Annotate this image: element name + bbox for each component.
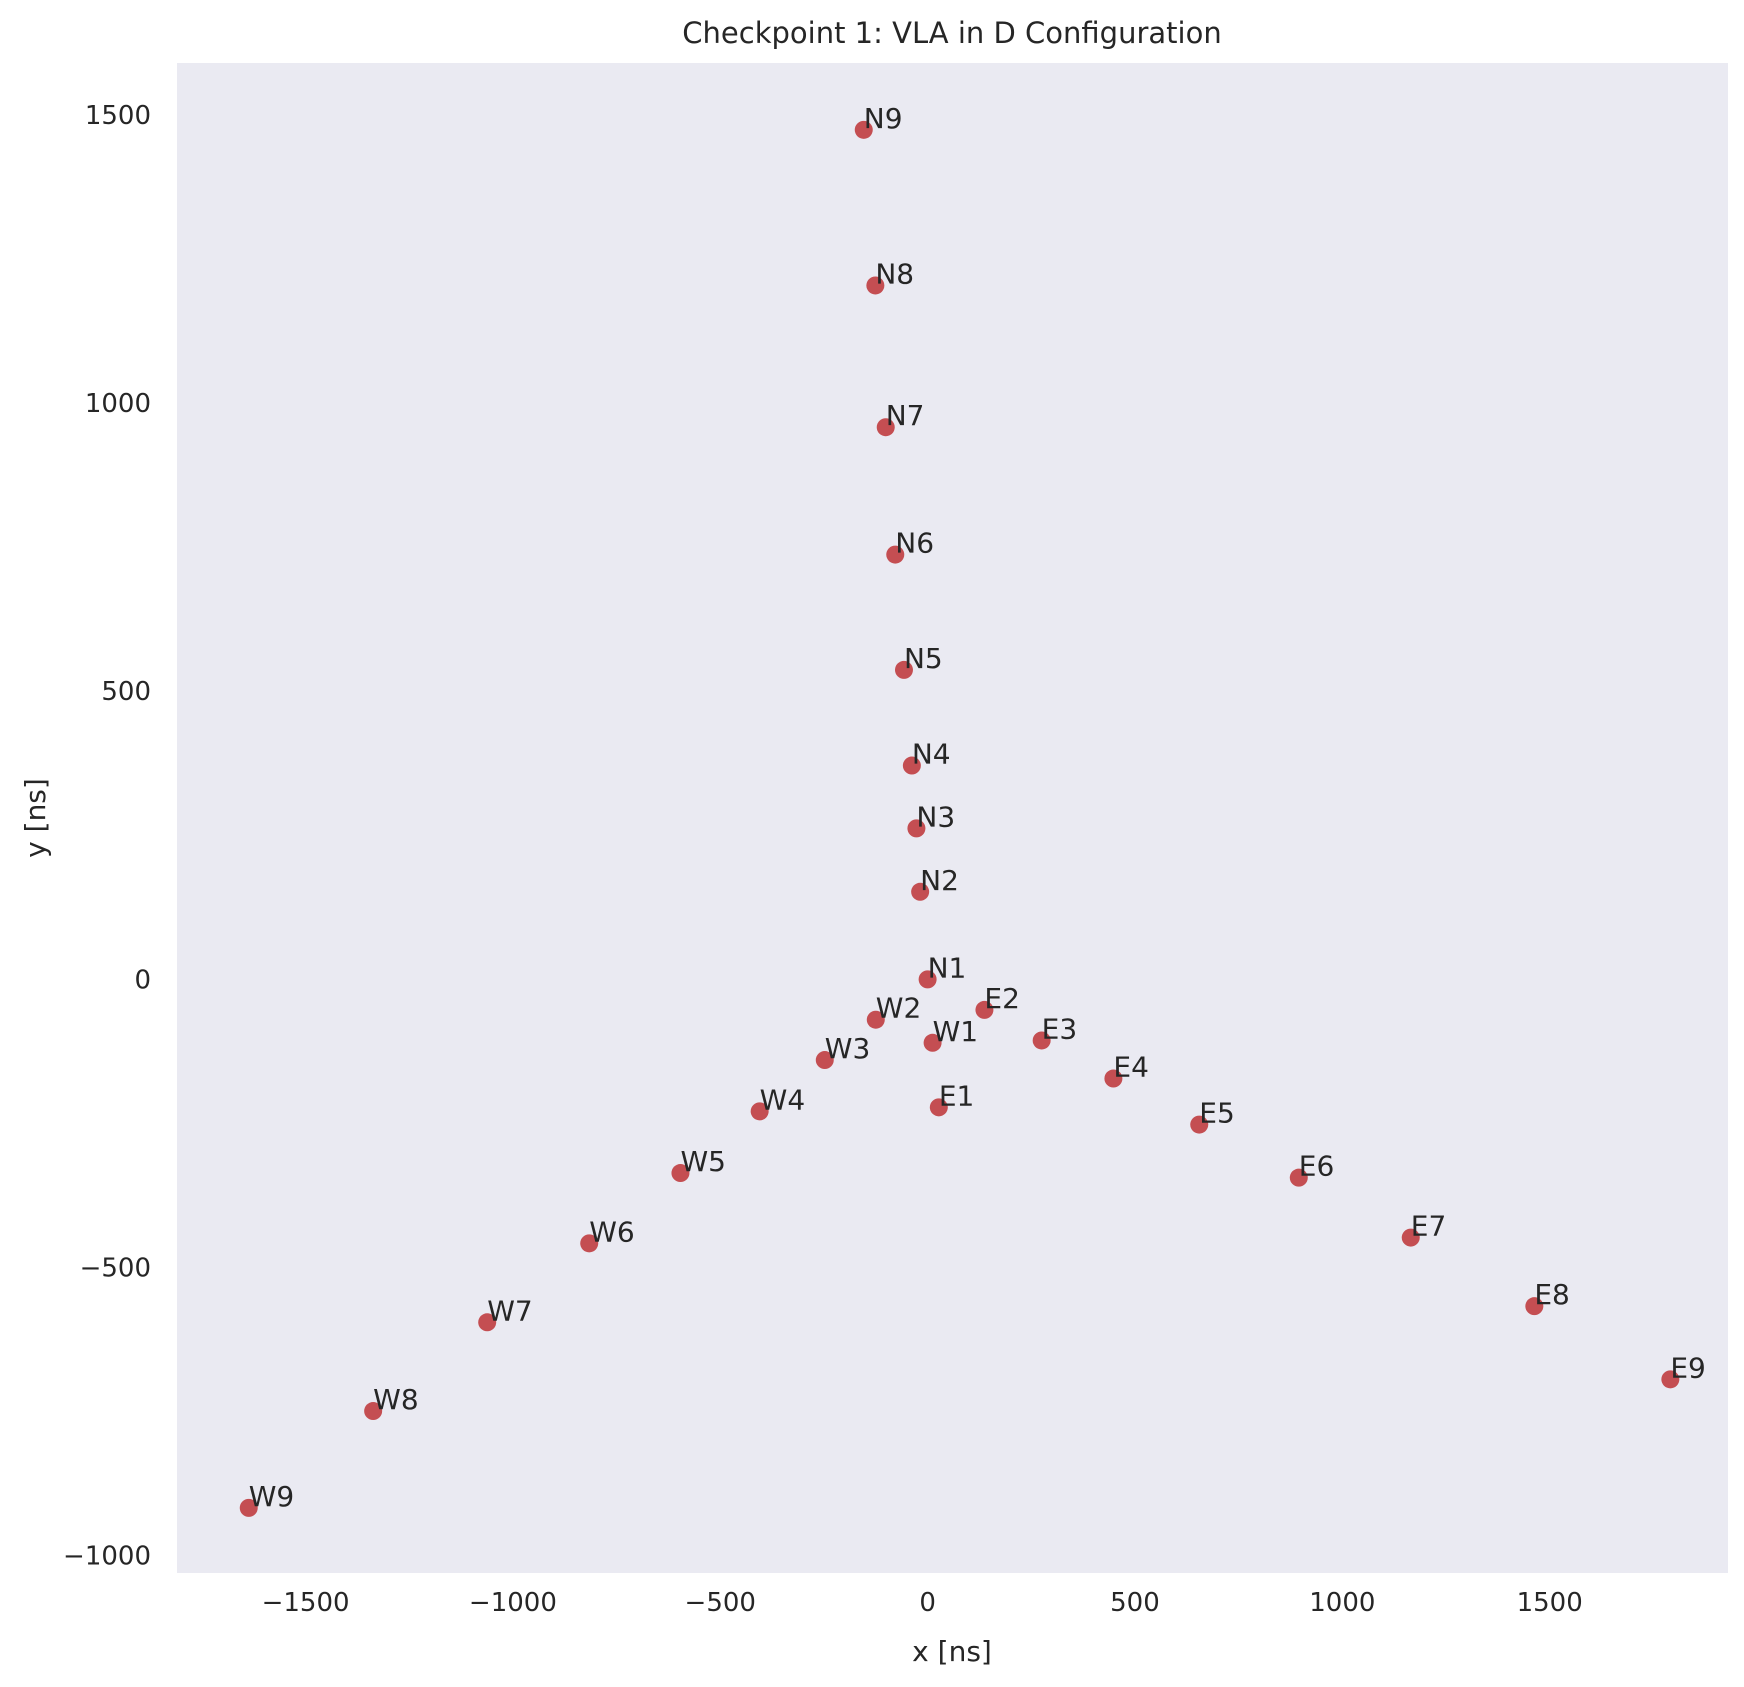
data-point-n4 <box>902 756 921 775</box>
data-point-n5 <box>894 660 913 679</box>
point-label-w9: W9 <box>249 1480 295 1513</box>
x-tick-label: 500 <box>1110 1588 1160 1618</box>
y-tick-label: 500 <box>101 677 151 707</box>
x-axis-ticks: −1500 −1000 −500 0 500 1000 1500 <box>262 1588 1583 1618</box>
data-point-w3 <box>815 1051 834 1070</box>
x-tick-label: 0 <box>919 1588 936 1618</box>
data-point-n7 <box>876 418 895 437</box>
point-label-w5: W5 <box>680 1145 726 1178</box>
data-point-w1 <box>923 1033 942 1052</box>
data-point-e3 <box>1032 1031 1051 1050</box>
data-point-w6 <box>580 1234 599 1253</box>
point-label-w1: W1 <box>933 1015 979 1048</box>
point-label-n7: N7 <box>886 399 925 432</box>
point-label-e6: E6 <box>1299 1150 1335 1183</box>
data-point-w4 <box>750 1102 769 1121</box>
point-label-w8: W8 <box>373 1383 419 1416</box>
point-label-n9: N9 <box>864 102 903 135</box>
y-tick-label: 0 <box>134 965 151 995</box>
y-tick-label: −500 <box>80 1254 151 1284</box>
data-point-e5 <box>1190 1115 1209 1134</box>
point-label-e4: E4 <box>1113 1051 1149 1084</box>
y-tick-label: 1500 <box>85 101 151 131</box>
point-label-n5: N5 <box>904 642 943 675</box>
point-label-n3: N3 <box>916 800 955 833</box>
data-point-w9 <box>239 1498 258 1517</box>
data-point-n9 <box>854 120 873 139</box>
point-label-e3: E3 <box>1042 1012 1078 1045</box>
point-label-n6: N6 <box>895 527 934 560</box>
data-point-n1 <box>918 970 937 989</box>
x-tick-label: 1000 <box>1309 1588 1375 1618</box>
point-label-n2: N2 <box>920 864 959 897</box>
data-point-n8 <box>866 276 885 295</box>
data-point-e6 <box>1289 1168 1308 1187</box>
point-label-e8: E8 <box>1534 1278 1570 1311</box>
point-label-e2: E2 <box>984 982 1020 1015</box>
data-point-n2 <box>911 882 930 901</box>
data-point-e1 <box>929 1098 948 1117</box>
x-tick-label: −1500 <box>262 1588 350 1618</box>
data-point-w8 <box>364 1402 383 1421</box>
data-point-w7 <box>478 1313 497 1332</box>
data-point-e9 <box>1661 1370 1680 1389</box>
y-axis-label: y [ns] <box>19 778 52 858</box>
data-point-w5 <box>671 1164 690 1183</box>
point-label-w4: W4 <box>760 1083 806 1116</box>
data-point-e2 <box>975 1000 994 1019</box>
x-axis-label: x [ns] <box>912 1635 992 1668</box>
x-tick-label: 1500 <box>1517 1588 1583 1618</box>
point-label-e7: E7 <box>1411 1210 1447 1243</box>
data-point-n6 <box>886 545 905 564</box>
point-label-n1: N1 <box>928 951 967 984</box>
point-label-e5: E5 <box>1199 1097 1235 1130</box>
data-point-e8 <box>1525 1297 1544 1316</box>
point-label-e1: E1 <box>939 1079 975 1112</box>
y-axis-ticks: −1000 −500 0 500 1000 1500 <box>63 101 151 1572</box>
x-tick-label: −500 <box>685 1588 756 1618</box>
x-tick-label: −1000 <box>469 1588 557 1618</box>
y-tick-label: −1000 <box>63 1542 151 1572</box>
chart-title: Checkpoint 1: VLA in D Configuration <box>682 16 1221 50</box>
data-point-e4 <box>1104 1069 1123 1088</box>
point-label-e9: E9 <box>1670 1351 1706 1384</box>
data-point-e7 <box>1401 1228 1420 1247</box>
data-point-w2 <box>866 1010 885 1029</box>
point-label-w6: W6 <box>589 1215 635 1248</box>
data-point-n3 <box>907 819 926 838</box>
point-label-w7: W7 <box>487 1294 533 1327</box>
data-points <box>239 120 1680 1517</box>
point-label-n4: N4 <box>912 738 951 771</box>
plot-area <box>177 63 1728 1573</box>
point-label-n8: N8 <box>875 257 914 290</box>
point-label-w2: W2 <box>876 992 922 1025</box>
y-tick-label: 1000 <box>85 389 151 419</box>
point-label-w3: W3 <box>825 1032 871 1065</box>
